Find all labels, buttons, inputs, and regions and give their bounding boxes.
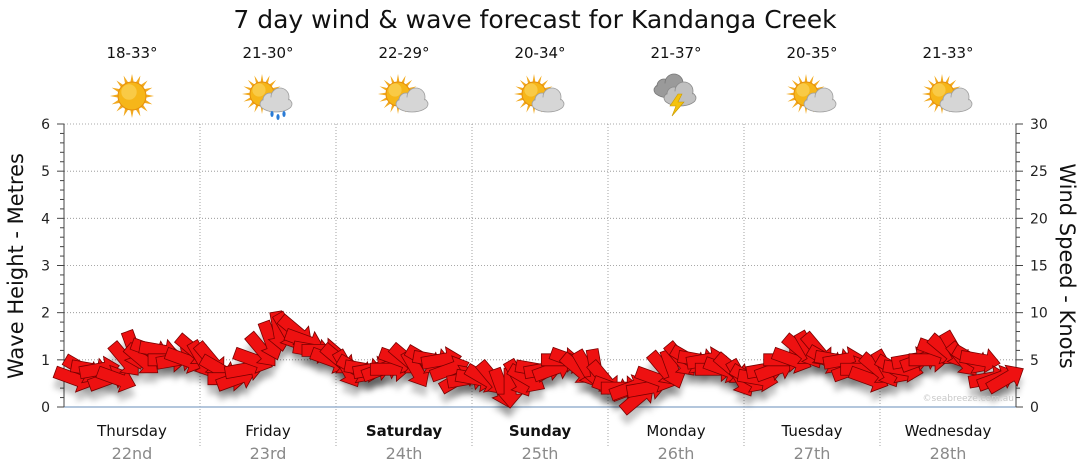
temp-range: 21-33° (922, 44, 973, 62)
temp-range: 21-37° (650, 44, 701, 62)
day-header-thursday: 18-33° (106, 44, 158, 118)
sunny-icon (110, 74, 154, 118)
day-date: 24th (386, 444, 423, 463)
left-tick-label: 5 (41, 164, 50, 180)
wind-arrow (959, 348, 1001, 374)
day-header-wednesday: 21-33° (922, 44, 974, 114)
wind-arrow (985, 364, 1024, 395)
watermark: ©seabreeze.com.au (923, 394, 1014, 404)
day-date: 28th (930, 444, 967, 463)
temp-range: 21-30° (242, 44, 293, 62)
day-date: 26th (658, 444, 695, 463)
left-tick-label: 6 (41, 117, 50, 133)
right-axis-title: Wind Speed - Knots (1055, 163, 1079, 368)
right-tick-label: 15 (1030, 259, 1048, 275)
sun-cloud-icon (378, 74, 429, 114)
day-name: Thursday (96, 422, 167, 440)
grid-lines (64, 123, 1016, 447)
day-date: 27th (794, 444, 831, 463)
day-header-friday: 21-30° (242, 44, 294, 120)
temp-range: 20-34° (514, 44, 565, 62)
wind-arrows (52, 310, 1024, 416)
right-tick-label: 0 (1030, 400, 1039, 416)
day-name: Friday (245, 422, 291, 440)
sun-cloud-icon (514, 74, 565, 114)
right-tick-label: 10 (1030, 306, 1048, 322)
day-date: 23rd (250, 444, 287, 463)
left-tick-label: 4 (41, 211, 50, 227)
left-axis-title: Wave Height - Metres (4, 153, 28, 379)
sun-rays (922, 74, 962, 114)
right-tick-label: 30 (1030, 117, 1048, 133)
sun-cloud-rain-icon (242, 74, 293, 120)
right-tick-label: 25 (1030, 164, 1048, 180)
temp-range: 20-35° (786, 44, 837, 62)
sun-rays (110, 74, 154, 118)
temp-range: 22-29° (378, 44, 429, 62)
day-name: Tuesday (780, 422, 842, 440)
day-header-group: 18-33° 21-30° 22-29° 20-34° 21-37° 20-35° 21-3… (106, 44, 974, 120)
left-tick-label: 2 (41, 306, 50, 322)
day-name: Sunday (509, 422, 572, 440)
right-tick-label: 5 (1030, 353, 1039, 369)
right-axis: 0 5 10 15 20 25 30 (1015, 117, 1048, 416)
sun-cloud-icon (786, 74, 837, 114)
day-header-saturday: 22-29° (378, 44, 430, 114)
wind-arrow-shadow (985, 375, 1024, 404)
day-header-tuesday: 20-35° (786, 44, 838, 114)
day-date: 25th (522, 444, 559, 463)
day-name: Saturday (366, 422, 443, 440)
day-name: Wednesday (905, 422, 992, 440)
day-header-monday: 21-37° (650, 44, 702, 117)
sun-cloud-icon (922, 74, 973, 114)
chart-title: 7 day wind & wave forecast for Kandanga … (233, 5, 837, 34)
day-header-sunday: 20-34° (514, 44, 566, 114)
temp-range: 18-33° (106, 44, 157, 62)
day-date: 22nd (112, 444, 153, 463)
left-tick-label: 3 (41, 259, 50, 275)
left-tick-label: 0 (41, 400, 50, 416)
right-tick-label: 20 (1030, 211, 1048, 227)
left-axis: 0 1 2 3 4 5 6 (41, 117, 65, 416)
left-tick-label: 1 (41, 353, 50, 369)
day-name: Monday (646, 422, 705, 440)
storm-icon (653, 73, 697, 117)
day-labels: Thursday 22nd Friday 23rd Saturday 24th Sunday… (96, 422, 991, 463)
